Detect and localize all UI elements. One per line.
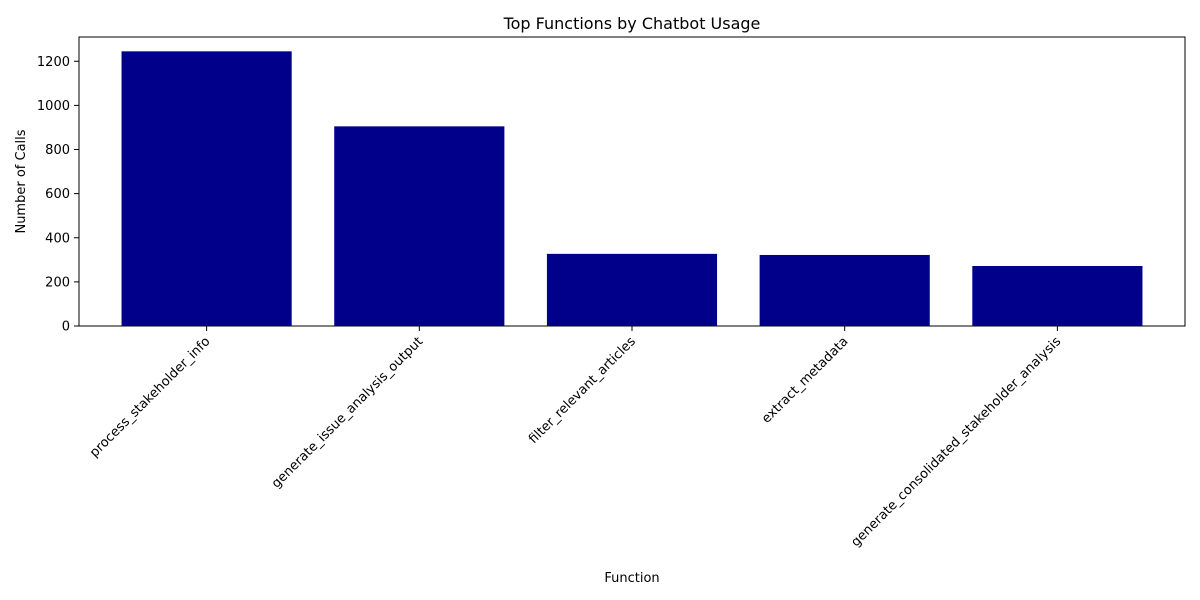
y-tick-label: 400 (45, 231, 70, 246)
y-axis-label: Number of Calls (14, 129, 29, 233)
x-tick-label: filter_relevant_articles (526, 334, 639, 447)
bar-extract-metadata (759, 254, 930, 326)
x-tick-label: generate_consolidated_stakeholder_analys… (848, 334, 1064, 550)
chart-title: Top Functions by Chatbot Usage (503, 14, 761, 33)
x-tick-label: generate_issue_analysis_output (269, 334, 426, 491)
plot-area: 0 200 400 600 800 1000 1200 process_stakeholde… (37, 36, 1186, 550)
bar-process-stakeholder-info (121, 51, 292, 327)
x-tick-label: extract_metadata (759, 334, 851, 426)
y-tick-label: 800 (45, 143, 70, 158)
y-tick-label: 0 (62, 320, 70, 335)
y-tick-label: 1000 (37, 99, 70, 114)
bar-generate-consolidated-stakeholder-analysis (972, 265, 1143, 326)
y-tick-label: 1200 (37, 55, 70, 70)
y-axis: 0 200 400 600 800 1000 1200 (37, 55, 79, 335)
x-tick-label: process_stakeholder_info (87, 334, 213, 460)
x-axis-label: Function (604, 571, 659, 586)
y-tick-label: 600 (45, 187, 70, 202)
bar-generate-issue-analysis-output (334, 126, 505, 326)
bar-filter-relevant-articles (546, 253, 718, 326)
bars-group (121, 51, 1143, 327)
x-axis: process_stakeholder_info generate_issue_a… (87, 326, 1064, 550)
y-tick-label: 200 (45, 275, 70, 290)
